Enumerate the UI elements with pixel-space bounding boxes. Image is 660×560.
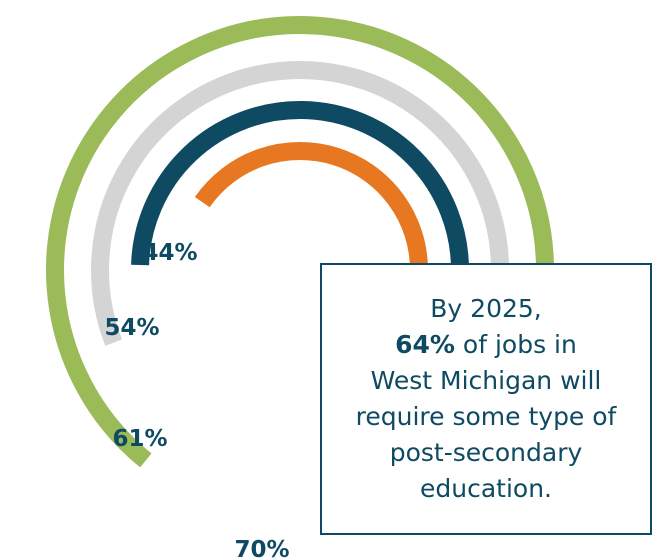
callout-line-6: education. — [420, 474, 552, 503]
arc-label-61: 61% — [112, 426, 167, 452]
callout-line-2-text: of jobs in — [454, 330, 577, 359]
callout-line-3: West Michigan will — [370, 366, 602, 395]
callout-line-5: post-secondary — [389, 438, 583, 467]
arc-54 — [131, 101, 469, 271]
callout-box: By 2025, 64% of jobs in West Michigan wi… — [320, 263, 652, 535]
arc-label-54: 54% — [104, 315, 159, 341]
callout-highlight-value: 64% — [395, 330, 455, 359]
arc-44 — [194, 142, 428, 271]
callout-line-4: require some type of — [355, 402, 617, 431]
callout-line-1: By 2025, — [430, 294, 542, 323]
arc-label-44: 44% — [142, 240, 197, 266]
callout-line-2: 64% of jobs in — [395, 327, 577, 363]
arc-label-70: 70% — [234, 537, 289, 560]
arc-70 — [46, 16, 554, 468]
arc-61 — [91, 61, 509, 346]
